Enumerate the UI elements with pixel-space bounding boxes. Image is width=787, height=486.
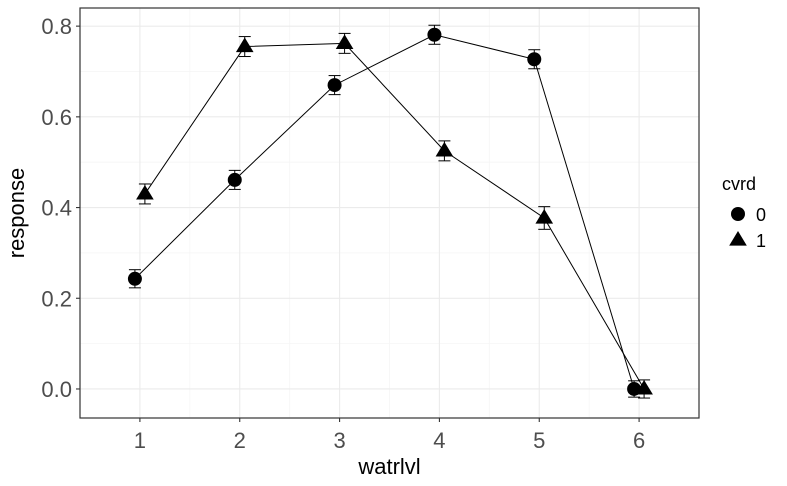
legend-key-triangle	[729, 231, 747, 246]
data-point-circle	[227, 172, 242, 187]
series-1	[136, 32, 653, 399]
x-tick-label: 3	[333, 428, 345, 453]
data-point-circle	[327, 78, 342, 93]
legend-key-circle	[731, 207, 745, 221]
legend-item-0: 0	[731, 205, 766, 225]
y-tick-label: 0.6	[41, 105, 72, 130]
y-tick-label: 0.0	[41, 377, 72, 402]
data-point-triangle	[335, 34, 354, 49]
x-tick-label: 5	[533, 428, 545, 453]
data-point-triangle	[235, 37, 254, 53]
data-point-triangle	[136, 184, 154, 200]
data-point-circle	[127, 271, 142, 286]
tick-layer: 0.0 0.2 0.4 0.6 0.8 1 2 3 4 5 6	[41, 14, 645, 453]
series-0	[127, 24, 642, 398]
data-point-triangle	[635, 379, 653, 395]
y-tick-label: 0.4	[41, 196, 72, 221]
series-0-line	[134, 34, 635, 390]
x-tick-label: 6	[633, 428, 645, 453]
data-point-circle	[527, 52, 542, 67]
y-tick-label: 0.2	[41, 286, 72, 311]
x-axis-title: watrlvl	[357, 454, 420, 479]
legend-label: 1	[756, 231, 766, 251]
x-tick-label: 2	[234, 428, 246, 453]
x-tick-label: 1	[134, 428, 146, 453]
legend-label: 0	[756, 205, 766, 225]
legend-item-1: 1	[729, 231, 766, 251]
panel-border	[79, 7, 700, 419]
legend-items: 01	[729, 205, 766, 251]
data-point-triangle	[435, 141, 454, 157]
series-layer	[127, 24, 653, 399]
data-point-triangle	[535, 208, 554, 224]
y-tick-label: 0.8	[41, 14, 72, 39]
series-1-line	[144, 42, 645, 390]
x-tick-label: 4	[433, 428, 445, 453]
data-point-circle	[427, 27, 442, 42]
legend-title: cvrd	[722, 174, 756, 194]
grid-layer	[80, 8, 699, 418]
legend: cvrd 01	[722, 174, 766, 251]
y-axis-title: response	[4, 168, 29, 259]
